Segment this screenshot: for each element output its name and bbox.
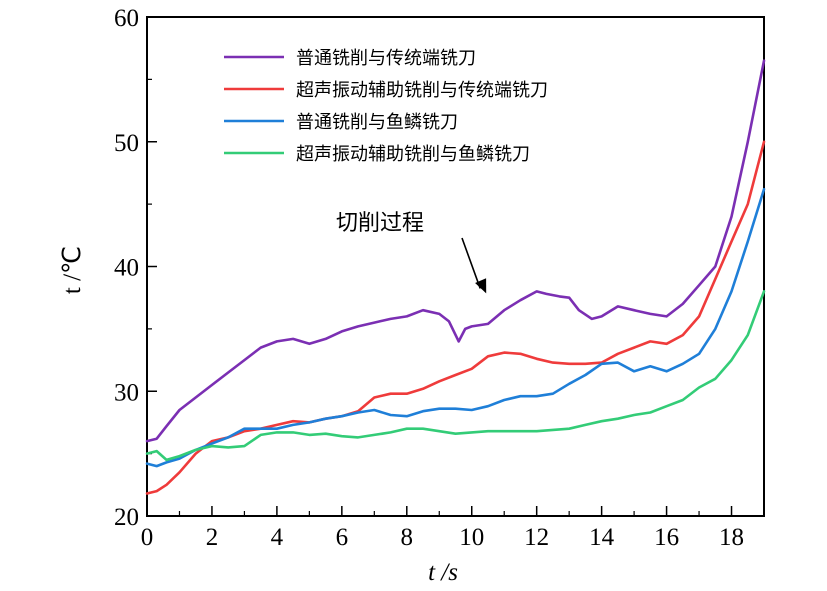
x-tick-label: 8 bbox=[401, 524, 414, 551]
y-axis-title: t /℃ bbox=[59, 246, 86, 294]
series-lines bbox=[145, 59, 766, 495]
x-tick-label: 6 bbox=[336, 524, 349, 551]
annotation-arrow-head bbox=[475, 278, 487, 294]
x-tick-label: 0 bbox=[141, 524, 154, 551]
x-tick-label: 12 bbox=[524, 524, 549, 551]
annotation-label: 切削过程 bbox=[336, 211, 424, 236]
series-line-2 bbox=[145, 140, 766, 495]
x-tick-label: 18 bbox=[719, 524, 744, 551]
axis-ticks: 0 2 4 6 8 10 12 14 16 18 20 30 40 50 60 bbox=[114, 5, 744, 551]
x-tick-label: 16 bbox=[654, 524, 679, 551]
legend-label-1: 普通铣削与传统端铣刀 bbox=[296, 48, 476, 69]
legend-label-2: 超声振动辅助铣削与传统端铣刀 bbox=[296, 80, 548, 101]
series-line-4 bbox=[145, 290, 766, 462]
y-tick-label: 40 bbox=[114, 255, 139, 282]
legend-label-4: 超声振动辅助铣削与鱼鳞铣刀 bbox=[296, 144, 530, 165]
y-tick-label: 30 bbox=[114, 379, 139, 406]
legend-label-3: 普通铣削与鱼鳞铣刀 bbox=[296, 112, 458, 133]
x-tick-label: 2 bbox=[206, 524, 219, 551]
y-tick-label: 20 bbox=[114, 504, 139, 531]
x-tick-label: 4 bbox=[271, 524, 284, 551]
x-tick-label: 10 bbox=[459, 524, 484, 551]
x-axis-title: t /s bbox=[428, 559, 458, 586]
series-line-3 bbox=[145, 187, 766, 468]
x-tick-label: 14 bbox=[589, 524, 615, 551]
annotation-arrow-shaft bbox=[461, 237, 481, 289]
y-tick-label: 60 bbox=[114, 5, 139, 32]
series-line-1 bbox=[145, 59, 766, 443]
annotation-arrow bbox=[461, 237, 487, 294]
y-tick-label: 50 bbox=[114, 130, 139, 157]
legend: 普通铣削与传统端铣刀超声振动辅助铣削与传统端铣刀普通铣削与鱼鳞铣刀超声振动辅助铣… bbox=[224, 48, 548, 165]
